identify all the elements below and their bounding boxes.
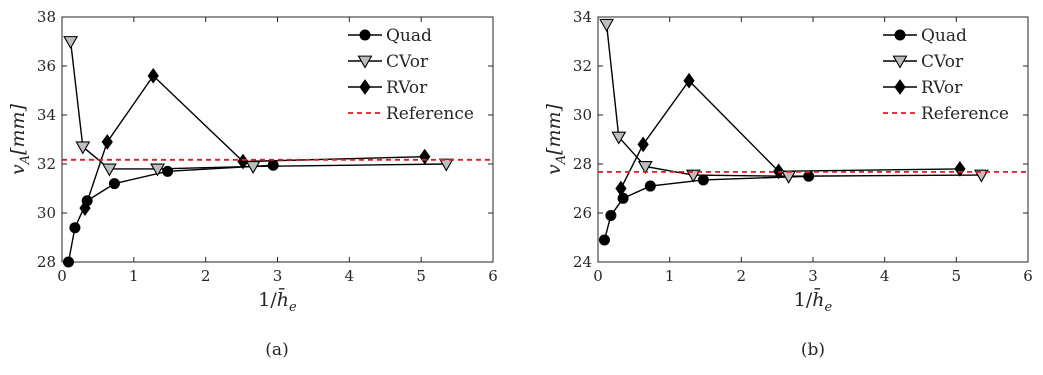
chart-panel-b: 0 1 2 3 4 5 62426283032341/h̄evA[mm]QuadCVorRV… (543, 8, 1033, 360)
y-tick-label: 32 (573, 57, 592, 75)
legend-label: CVor (386, 52, 429, 72)
y-axis-label: vA[mm] (7, 103, 33, 175)
data-point-quad (162, 165, 174, 177)
x-tick-label: 5 (416, 267, 426, 285)
x-tick-label: 4 (345, 267, 355, 285)
legend-item-reference: Reference (348, 104, 474, 124)
series-line-cvor (605, 24, 982, 177)
plot-area (61, 16, 494, 263)
series-cvor (599, 18, 989, 184)
data-point-quad (697, 174, 709, 186)
data-point-cvor (637, 161, 653, 175)
series-rvor (615, 72, 966, 197)
legend-marker (894, 29, 906, 41)
data-point-cvor (611, 131, 627, 145)
series-line-quad (67, 164, 274, 263)
legend-item-cvor: CVor (883, 52, 964, 72)
x-axis-label: 1/h̄e (258, 287, 297, 315)
data-point-cvor (973, 169, 989, 183)
data-point-quad (69, 222, 81, 234)
data-point-rvor (637, 136, 649, 153)
legend: Quad CVor RVor Reference (883, 26, 1009, 124)
y-tick-label: 24 (573, 253, 592, 271)
legend-item-quad: Quad (883, 26, 967, 46)
y-axis-label: vA[mm] (543, 103, 569, 175)
x-tick-label: 1 (665, 267, 675, 285)
legend-item-rvor: RVor (883, 78, 963, 98)
data-point-rvor (615, 180, 627, 197)
data-point-cvor (685, 169, 701, 183)
data-point-rvor (79, 200, 91, 216)
x-tick-label: 4 (880, 267, 890, 285)
data-point-cvor (101, 163, 117, 177)
legend-marker (357, 55, 373, 69)
series-rvor (79, 67, 431, 216)
data-point-rvor (101, 134, 113, 150)
chart-panel-a: 0 1 2 3 4 5 62830323436381/h̄evA[mm]QuadCVorRV… (7, 8, 498, 360)
series-quad (62, 159, 279, 268)
legend-item-cvor: CVor (348, 52, 429, 72)
data-point-cvor (63, 36, 79, 50)
legend-marker (359, 29, 371, 41)
legend-marker (892, 55, 908, 69)
data-point-cvor (438, 158, 454, 172)
legend-label: RVor (921, 78, 963, 98)
x-tick-label: 3 (273, 267, 283, 285)
y-tick-label: 30 (37, 204, 56, 222)
x-tick-label: 6 (1023, 267, 1033, 285)
x-tick-label: 0 (593, 267, 603, 285)
data-point-quad (62, 256, 74, 268)
legend-item-quad: Quad (348, 26, 432, 46)
legend-label: Quad (921, 26, 967, 46)
data-point-quad (605, 209, 617, 221)
legend-label: Quad (386, 26, 432, 46)
series-cvor (63, 36, 454, 177)
y-tick-label: 30 (573, 106, 592, 124)
plot-area (597, 16, 1029, 263)
y-tick-label: 32 (37, 155, 56, 173)
data-point-cvor (150, 163, 165, 177)
x-tick-label: 2 (201, 267, 211, 285)
y-tick-label: 36 (37, 57, 56, 75)
x-tick-label: 5 (952, 267, 962, 285)
data-point-quad (617, 192, 629, 204)
y-tick-label: 28 (573, 155, 592, 173)
y-tick-label: 26 (573, 204, 592, 222)
x-axis-label: 1/h̄e (794, 287, 833, 315)
y-tick-label: 28 (37, 253, 56, 271)
data-point-quad (108, 178, 120, 190)
x-tick-label: 2 (737, 267, 747, 285)
legend-item-rvor: RVor (348, 78, 428, 98)
x-tick-label: 6 (488, 267, 498, 285)
data-point-rvor (683, 72, 695, 89)
x-tick-label: 3 (808, 267, 818, 285)
y-tick-label: 34 (573, 8, 592, 26)
legend-label: RVor (386, 78, 428, 98)
y-tick-label: 38 (37, 8, 56, 26)
legend-label: Reference (386, 104, 474, 124)
data-point-cvor (599, 18, 615, 32)
series-line-cvor (69, 41, 447, 170)
x-tick-label: 0 (57, 267, 67, 285)
data-point-quad (267, 159, 279, 171)
data-point-quad (598, 234, 610, 246)
legend-marker (359, 79, 371, 95)
y-tick-label: 34 (37, 106, 56, 124)
legend-marker (894, 79, 906, 95)
legend-label: CVor (921, 52, 964, 72)
data-point-rvor (147, 67, 159, 84)
legend-item-reference: Reference (883, 104, 1009, 124)
data-point-quad (644, 180, 656, 192)
legend-label: Reference (921, 104, 1009, 124)
legend: Quad CVor RVor Reference (348, 26, 474, 124)
panel-caption: (a) (265, 340, 288, 360)
panel-caption: (b) (801, 340, 825, 360)
x-tick-label: 1 (129, 267, 139, 285)
data-point-cvor (75, 141, 91, 155)
